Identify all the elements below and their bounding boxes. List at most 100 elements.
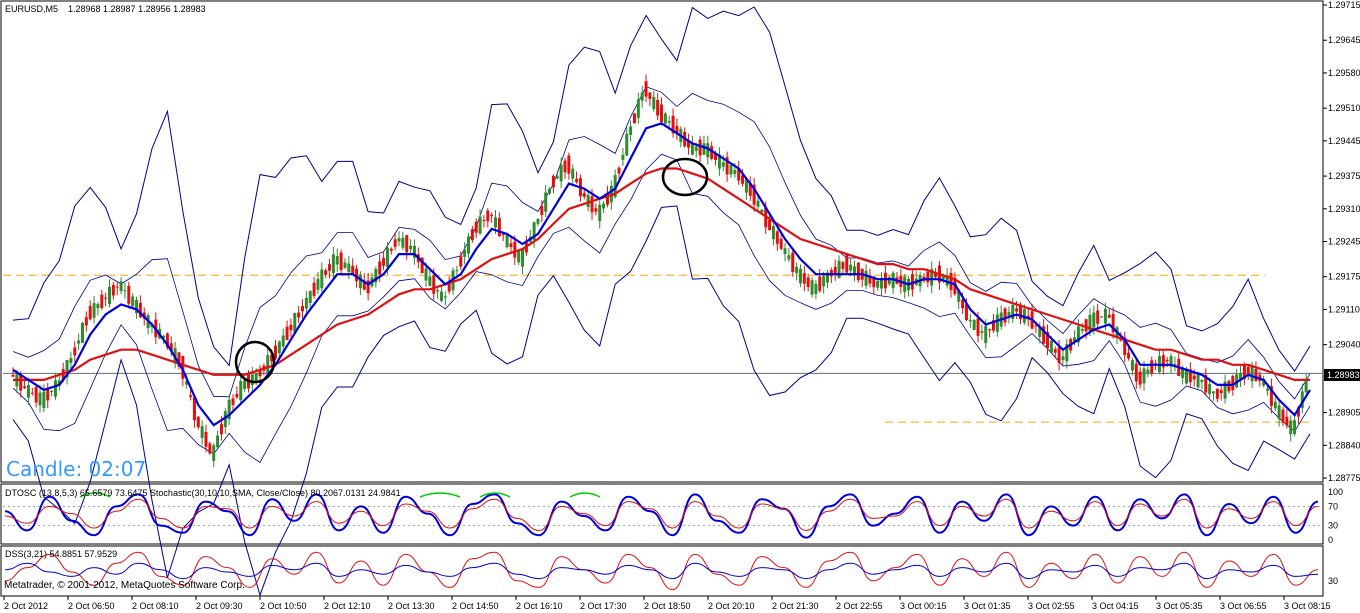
candle-body (845, 255, 849, 273)
candle-body (1293, 420, 1297, 434)
candle-body (1300, 391, 1304, 408)
time-tick-label: 2 Oct 10:50 (260, 601, 307, 611)
candle-body (231, 398, 235, 405)
candle-body (358, 274, 362, 289)
osc-series-line (4, 493, 1319, 539)
candle-body (362, 280, 366, 290)
candle-body (501, 233, 505, 235)
candle-body (366, 280, 370, 294)
candle-body (729, 165, 733, 175)
candle-body (254, 373, 258, 382)
candle-body (351, 265, 355, 275)
candle-body (189, 395, 193, 398)
candle-body (795, 267, 799, 273)
candle-body (227, 399, 231, 420)
time-tick-label: 2 Oct 2012 (4, 601, 48, 611)
candle-body (555, 176, 559, 179)
main-chart-frame (0, 0, 1324, 483)
candle-body (1208, 384, 1212, 395)
candle-body (92, 303, 96, 318)
candle-body (980, 331, 984, 333)
candle-body (880, 278, 884, 289)
osc-tick-label: 0 (1328, 535, 1333, 545)
candle-body (629, 126, 633, 135)
candle-body (1200, 380, 1204, 383)
candle-body (621, 154, 625, 160)
candle-body (1096, 310, 1100, 324)
candle-body (84, 317, 88, 326)
candle-body (26, 385, 30, 398)
candle-body (1123, 337, 1127, 355)
candle-body (335, 256, 339, 265)
candle-body (200, 426, 204, 438)
candle-body (775, 231, 779, 244)
candle-timer: Candle: 02:07 (6, 457, 146, 481)
candle-body (968, 319, 972, 322)
candle-body (964, 304, 968, 321)
candle-body (204, 431, 208, 447)
candle-body (667, 121, 671, 123)
candle-body (1165, 359, 1169, 362)
candle-body (343, 262, 347, 268)
upper-band-outer (12, 6, 1311, 372)
candle-body (671, 115, 675, 134)
candle-body (976, 318, 980, 336)
candle-body (108, 286, 112, 305)
candle-body (169, 343, 173, 352)
candle-body (432, 275, 436, 294)
candle-body (1204, 374, 1208, 393)
candle-body (1269, 386, 1273, 406)
candle-body (602, 203, 606, 209)
candle-body (725, 157, 729, 175)
candle-body (100, 294, 104, 308)
time-tick-label: 2 Oct 17:30 (580, 601, 627, 611)
candle-body (1181, 367, 1185, 379)
candle-body (849, 264, 853, 271)
candle-body (768, 220, 772, 231)
candle-body (316, 278, 320, 290)
candle-body (814, 283, 818, 294)
candle-body (567, 155, 571, 174)
price-tick-label: 1.29310 (1328, 204, 1360, 214)
candle-body (127, 285, 131, 304)
candle-body (243, 380, 247, 389)
candle-body (582, 193, 586, 197)
candle-body (331, 254, 335, 274)
candle-body (571, 168, 575, 179)
price-tick-label: 1.29040 (1328, 340, 1360, 350)
candle-body (1038, 326, 1042, 337)
candle-body (1196, 372, 1200, 388)
candle-body (961, 299, 965, 309)
candle-body (733, 169, 737, 175)
price-tick-label: 1.29245 (1328, 237, 1360, 247)
candle-body (1049, 340, 1053, 353)
candle-body (1173, 364, 1177, 366)
candle-body (590, 196, 594, 213)
candle-body (995, 314, 999, 332)
candle-body (934, 272, 938, 278)
candle-body (293, 312, 297, 333)
candle-body (632, 113, 636, 124)
osc-tick-label: 70 (1328, 501, 1338, 511)
candle-body (787, 255, 791, 260)
candle-body (80, 322, 84, 343)
lower-band-outer (12, 205, 1311, 597)
candle-body (289, 324, 293, 331)
candle-body (474, 221, 478, 233)
candle-body (517, 250, 521, 263)
time-tick-label: 2 Oct 14:50 (452, 601, 499, 611)
price-tick-label: 1.29175 (1328, 272, 1360, 282)
candle-body (30, 392, 34, 394)
candle-body (540, 206, 544, 215)
candle-body (223, 411, 227, 428)
time-tick-label: 3 Oct 06:55 (1220, 601, 1267, 611)
candle-body (1111, 313, 1115, 333)
candle-body (250, 374, 254, 386)
osc-series-line (4, 498, 1319, 531)
candle-body (721, 162, 725, 167)
candle-body (941, 275, 945, 280)
candle-body (617, 167, 621, 174)
candle-body (972, 319, 976, 330)
candle-body (1076, 326, 1080, 343)
candle-body (872, 276, 876, 288)
